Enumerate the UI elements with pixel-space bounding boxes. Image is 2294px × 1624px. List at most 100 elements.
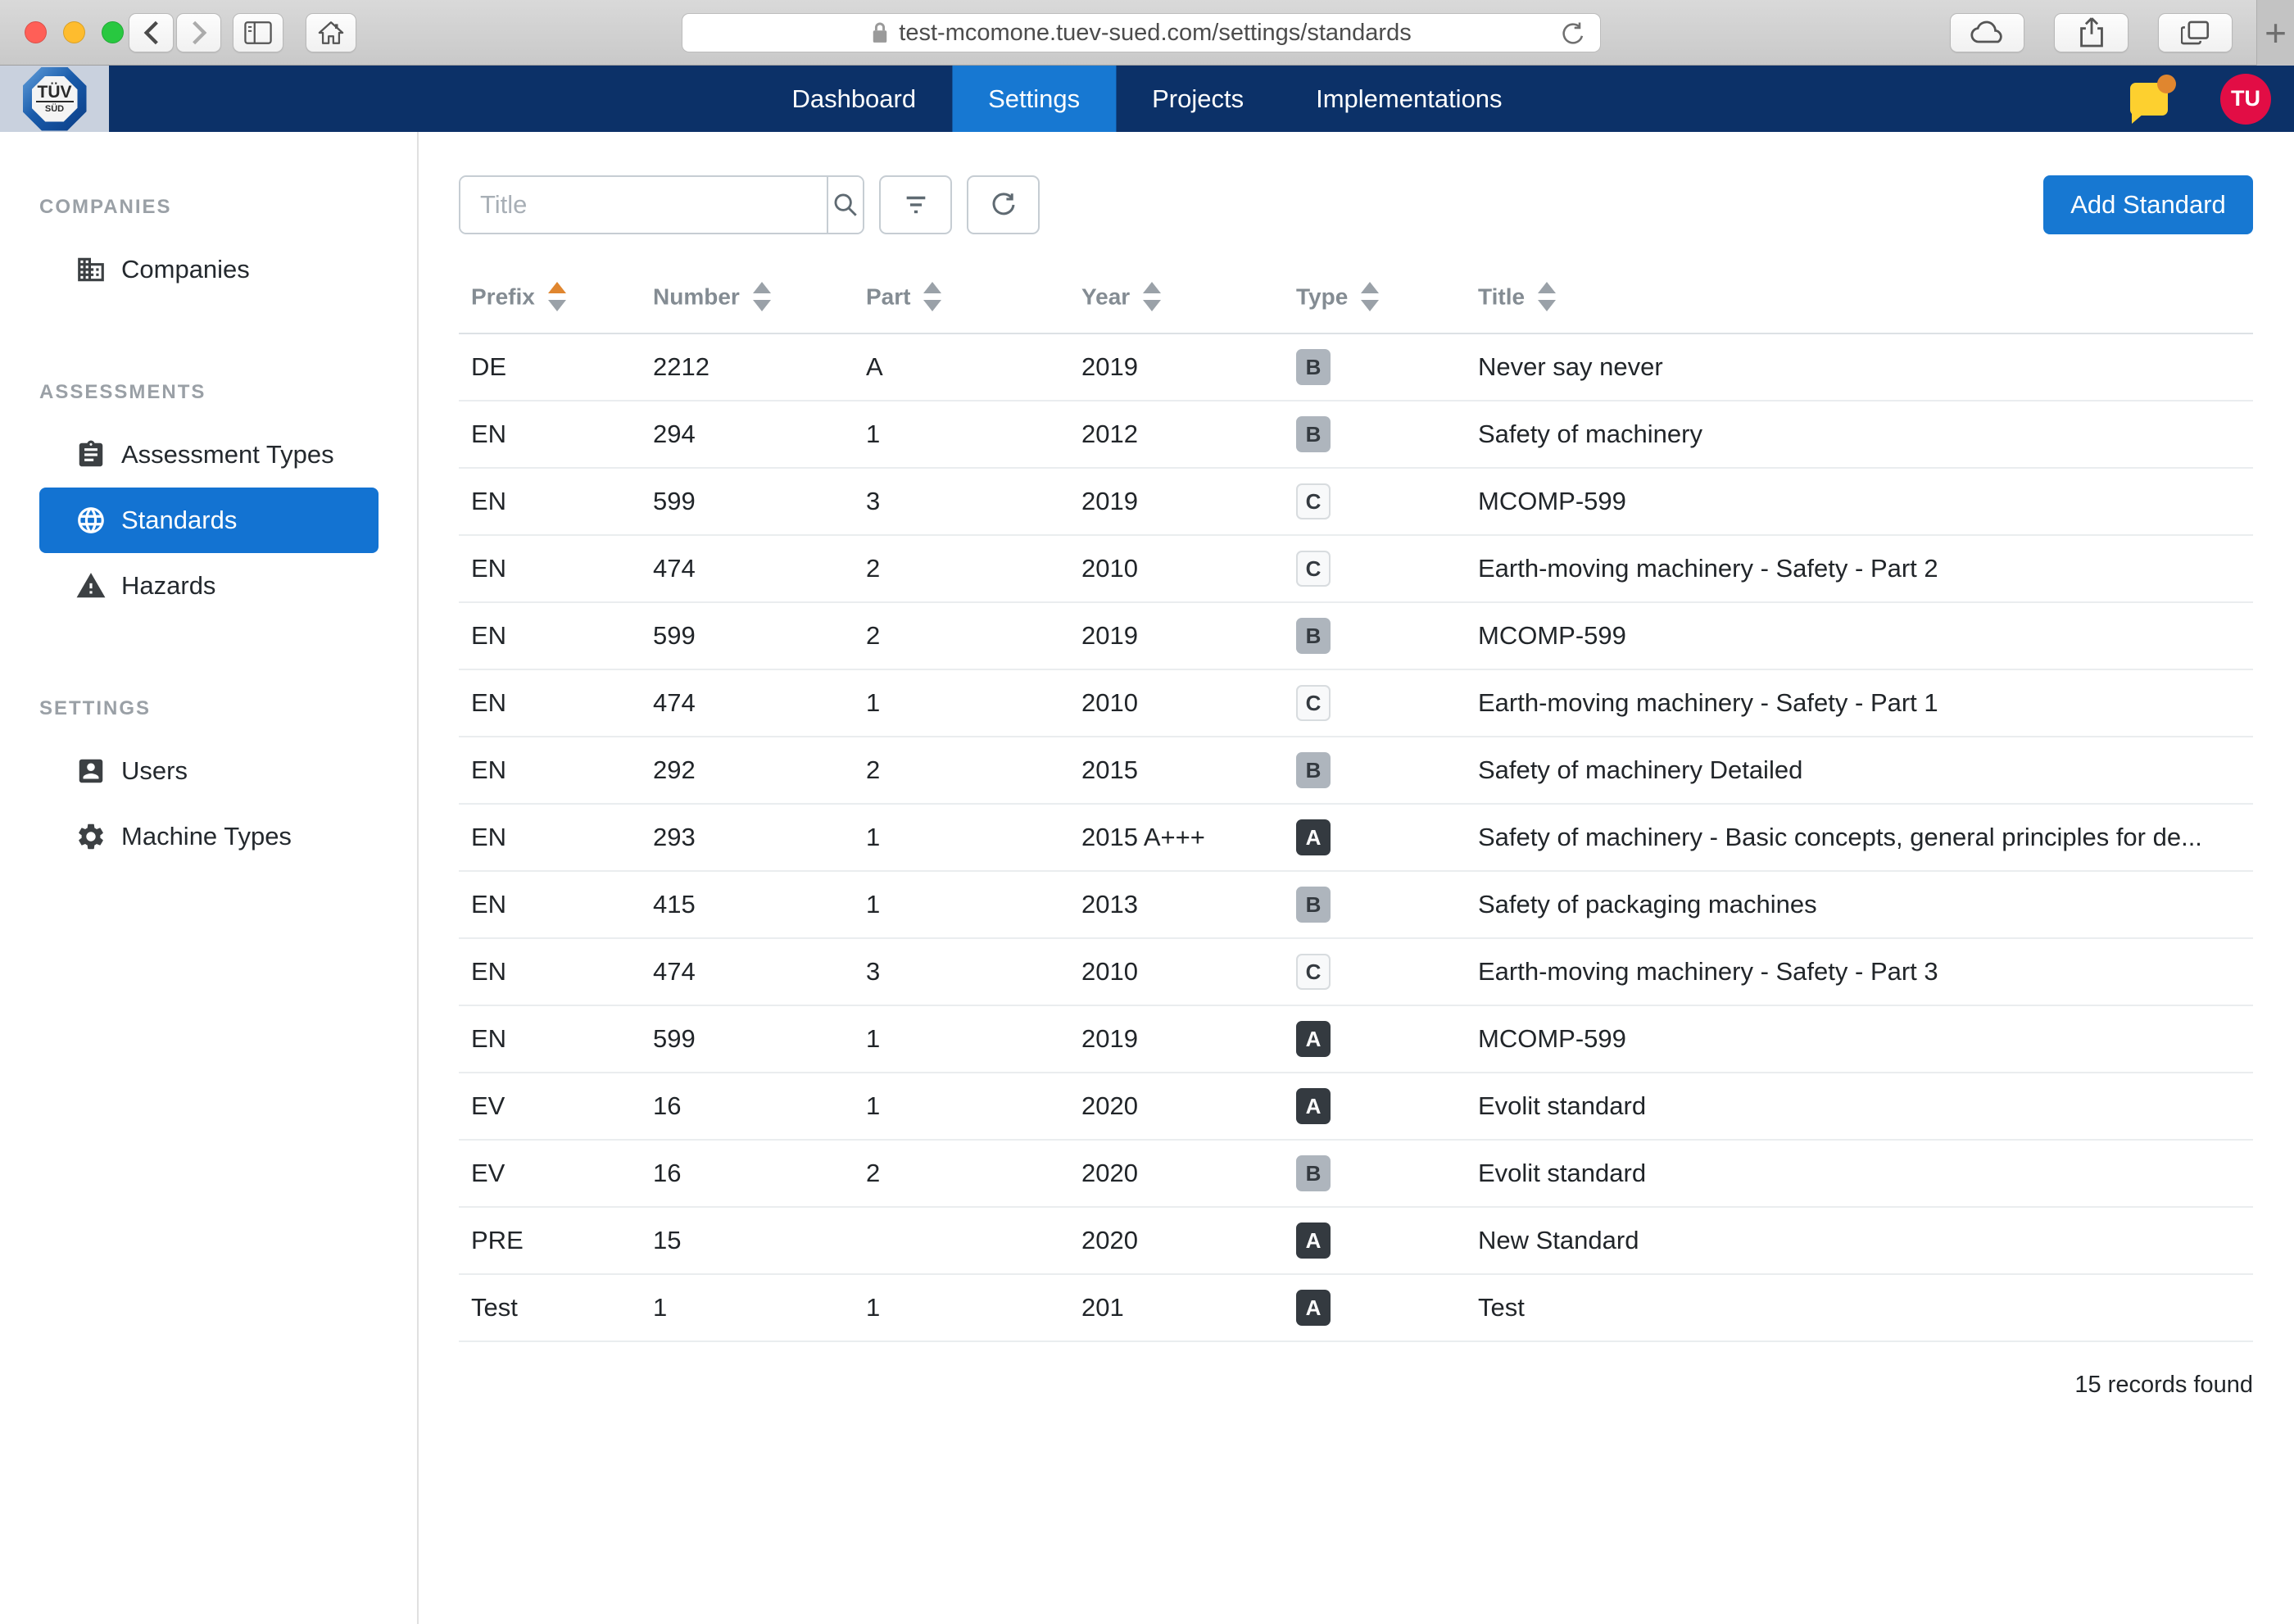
reload-icon: [1562, 22, 1584, 44]
tuv-sued-logo[interactable]: TÜV SÜD: [0, 66, 109, 132]
toolbar: Add Standard: [459, 175, 2253, 234]
cell-title: Evolit standard: [1478, 1073, 2253, 1141]
cell-year: 2010: [1081, 938, 1296, 1006]
column-header-part[interactable]: Part: [866, 282, 1081, 334]
cell-type: A: [1296, 1073, 1478, 1141]
search-button[interactable]: [827, 177, 863, 233]
sidebar-section-assessments: ASSESSMENTS: [39, 381, 206, 403]
sidebar-item-companies[interactable]: Companies: [39, 237, 379, 302]
logo-text-sued: SÜD: [44, 104, 65, 114]
cell-number: 1: [653, 1274, 866, 1342]
cell-prefix: EN: [459, 401, 653, 469]
table-row[interactable]: EN 599 1 2019 A MCOMP-599: [459, 1005, 2253, 1073]
cell-year: 2015 A+++: [1081, 804, 1296, 872]
share-icon: [2079, 17, 2103, 48]
cell-year: 2010: [1081, 669, 1296, 737]
zoom-window-button[interactable]: [102, 21, 124, 43]
globe-icon: [74, 503, 108, 538]
column-header-year[interactable]: Year: [1081, 282, 1296, 334]
table-row[interactable]: EV 16 1 2020 A Evolit standard: [459, 1073, 2253, 1141]
logo-text-tuv: TÜV: [35, 83, 74, 102]
type-badge: C: [1296, 551, 1331, 587]
browser-back-button[interactable]: [129, 13, 174, 52]
reload-button[interactable]: [1559, 20, 1587, 52]
sidebar-item-label: Standards: [121, 506, 238, 534]
cell-title: MCOMP-599: [1478, 602, 2253, 670]
cell-part: 1: [866, 1073, 1081, 1141]
sort-arrows-icon: [1143, 282, 1162, 311]
sidebar-section-companies: COMPANIES: [39, 196, 172, 218]
type-badge: A: [1296, 1088, 1331, 1124]
add-standard-button[interactable]: Add Standard: [2043, 175, 2253, 234]
cell-number: 15: [653, 1207, 866, 1275]
tab-overview-button[interactable]: [2158, 13, 2233, 52]
table-row[interactable]: EN 474 2 2010 C Earth-moving machinery -…: [459, 535, 2253, 603]
nav-tab-projects[interactable]: Projects: [1152, 84, 1244, 113]
cell-type: B: [1296, 737, 1478, 805]
column-header-number[interactable]: Number: [653, 282, 866, 334]
table-row[interactable]: EN 292 2 2015 B Safety of machinery Deta…: [459, 737, 2253, 805]
cell-part: 3: [866, 938, 1081, 1006]
sort-arrows-icon: [547, 282, 566, 311]
cell-prefix: EN: [459, 938, 653, 1006]
home-button[interactable]: [306, 13, 356, 52]
sort-arrows-icon: [752, 282, 771, 311]
table-row[interactable]: EN 293 1 2015 A+++ A Safety of machinery…: [459, 804, 2253, 872]
sort-arrows-icon: [1538, 282, 1557, 311]
column-header-prefix[interactable]: Prefix: [459, 282, 653, 334]
user-avatar[interactable]: TU: [2220, 73, 2271, 125]
cell-part: 1: [866, 669, 1081, 737]
icloud-tabs-button[interactable]: [1950, 13, 2024, 52]
table-row[interactable]: EN 474 3 2010 C Earth-moving machinery -…: [459, 938, 2253, 1006]
table-row[interactable]: EN 599 3 2019 C MCOMP-599: [459, 468, 2253, 536]
sidebar-item-machine-types[interactable]: Machine Types: [39, 804, 379, 869]
cell-number: 599: [653, 602, 866, 670]
table-row[interactable]: DE 2212 A 2019 B Never say never: [459, 333, 2253, 401]
filter-icon: [906, 196, 925, 214]
minimize-window-button[interactable]: [63, 21, 85, 43]
browser-forward-button[interactable]: [176, 13, 221, 52]
table-row[interactable]: EN 474 1 2010 C Earth-moving machinery -…: [459, 669, 2253, 737]
table-row[interactable]: PRE 15 2020 A New Standard: [459, 1207, 2253, 1275]
address-bar[interactable]: test-mcomone.tuev-sued.com/settings/stan…: [682, 13, 1601, 52]
logo-octagon: TÜV SÜD: [22, 66, 87, 131]
table-row[interactable]: EN 599 2 2019 B MCOMP-599: [459, 602, 2253, 670]
sidebar-item-users[interactable]: Users: [39, 738, 379, 804]
cell-type: C: [1296, 938, 1478, 1006]
cell-prefix: EN: [459, 602, 653, 670]
close-window-button[interactable]: [25, 21, 47, 43]
nav-tab-settings[interactable]: Settings: [952, 66, 1117, 132]
sidebar-item-standards[interactable]: Standards: [39, 488, 379, 553]
new-tab-button[interactable]: +: [2256, 0, 2294, 66]
table-row[interactable]: EN 415 1 2013 B Safety of packaging mach…: [459, 871, 2253, 939]
cell-prefix: PRE: [459, 1207, 653, 1275]
cell-number: 599: [653, 1005, 866, 1073]
notifications-button[interactable]: [2130, 74, 2176, 124]
cell-prefix: DE: [459, 333, 653, 401]
sidebar-item-hazards[interactable]: Hazards: [39, 553, 379, 619]
cell-part: [866, 1207, 1081, 1275]
sidebar-item-assessment-types[interactable]: Assessment Types: [39, 422, 379, 488]
cell-type: B: [1296, 333, 1478, 401]
title-search-input[interactable]: [460, 177, 827, 233]
column-header-type[interactable]: Type: [1296, 282, 1478, 334]
nav-tab-dashboard[interactable]: Dashboard: [791, 84, 917, 113]
filter-button[interactable]: [879, 175, 952, 234]
share-button[interactable]: [2054, 13, 2129, 52]
table-header-row: Prefix Number Part Year Type Title: [459, 282, 2253, 334]
table-row[interactable]: EN 294 1 2012 B Safety of machinery: [459, 401, 2253, 469]
notification-badge: [2157, 74, 2176, 93]
refresh-button[interactable]: [967, 175, 1040, 234]
type-badge: A: [1296, 1223, 1331, 1259]
nav-tab-implementations[interactable]: Implementations: [1316, 84, 1503, 113]
column-header-title[interactable]: Title: [1478, 282, 2253, 334]
cell-part: 1: [866, 871, 1081, 939]
table-row[interactable]: EV 16 2 2020 B Evolit standard: [459, 1140, 2253, 1208]
sidebar-item-label: Users: [121, 756, 188, 785]
cell-title: Earth-moving machinery - Safety - Part 3: [1478, 938, 2253, 1006]
cell-title: Earth-moving machinery - Safety - Part 2: [1478, 535, 2253, 603]
cell-year: 2012: [1081, 401, 1296, 469]
sidebar-toggle-button[interactable]: [233, 13, 283, 52]
type-badge: B: [1296, 752, 1331, 788]
table-row[interactable]: Test 1 1 201 A Test: [459, 1274, 2253, 1342]
